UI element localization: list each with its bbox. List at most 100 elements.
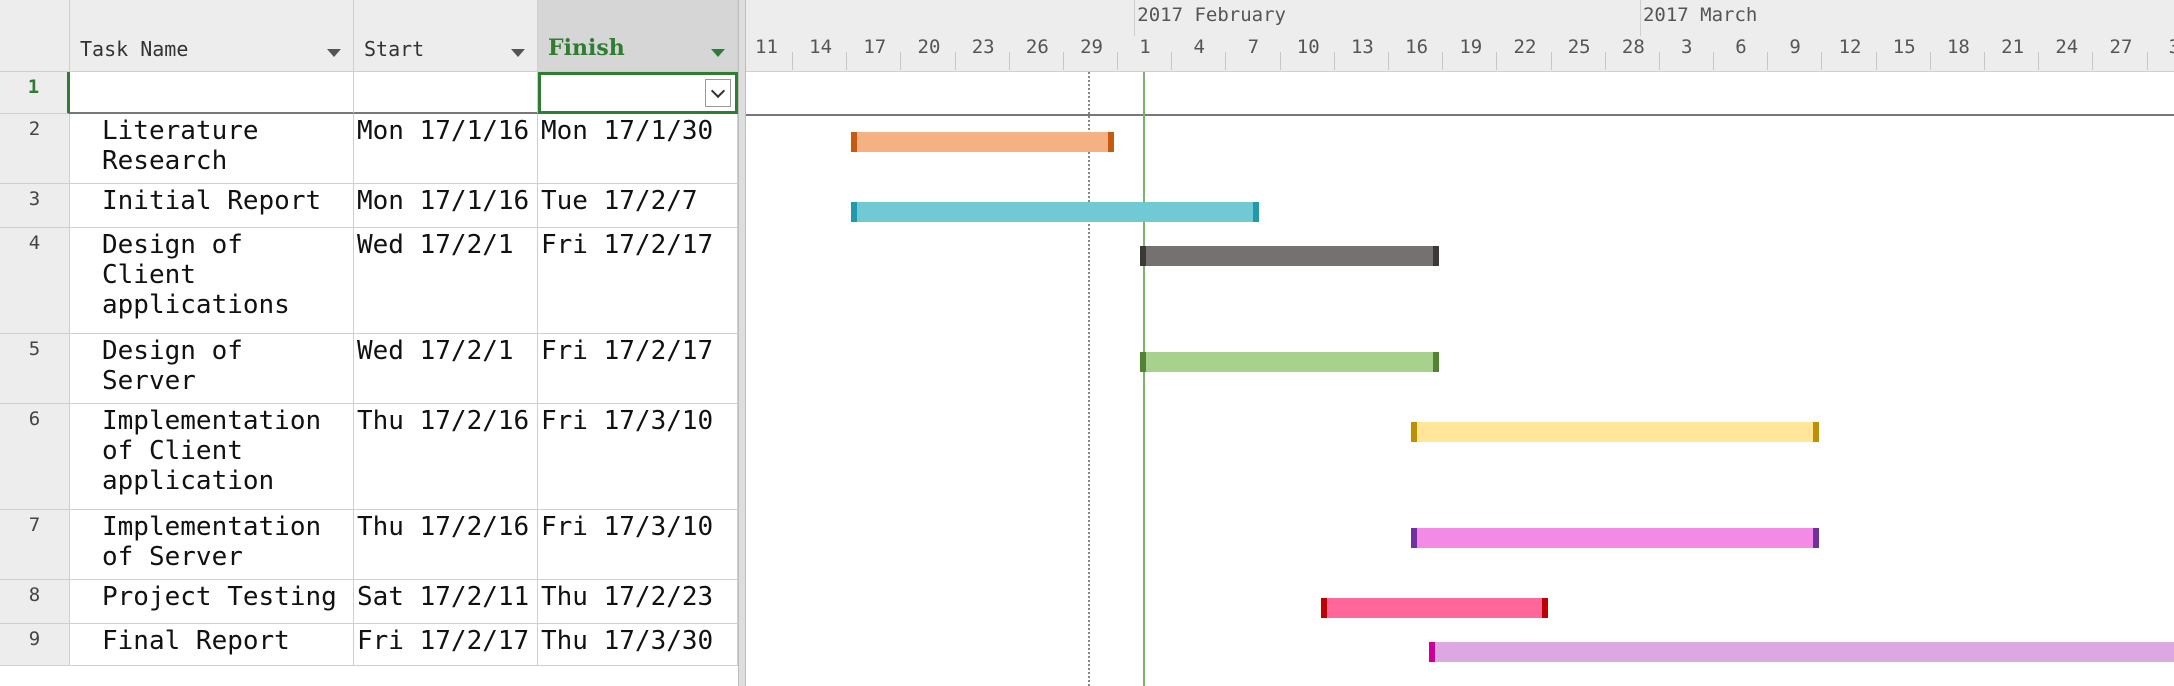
finish-date-cell[interactable]: Fri 17/2/17 <box>538 334 738 404</box>
month-separator <box>1639 0 1641 36</box>
filter-dropdown-icon[interactable] <box>711 49 725 57</box>
bar-end-marker <box>1108 132 1115 152</box>
finish-date-cell[interactable]: Fri 17/3/10 <box>538 510 738 580</box>
column-header-finish[interactable]: Finish <box>538 0 738 72</box>
month-label: 2017 February <box>1137 4 1286 26</box>
day-tick-label: 13 <box>1350 36 1374 58</box>
row-number[interactable]: 9 <box>0 624 70 666</box>
row-number[interactable]: 4 <box>0 228 70 334</box>
column-header-task-name[interactable]: Task Name <box>70 0 354 72</box>
start-date-cell[interactable]: Wed 17/2/1 <box>354 334 538 404</box>
filter-dropdown-icon[interactable] <box>327 49 341 57</box>
task-bar[interactable] <box>851 132 1115 152</box>
bar-end-marker <box>1812 528 1819 548</box>
day-tick-label: 12 <box>1838 36 1862 58</box>
start-date-cell[interactable]: Wed 17/2/1 <box>354 228 538 334</box>
day-tick-separator <box>1604 52 1606 70</box>
active-cell-finish[interactable] <box>538 72 738 114</box>
current-date-line <box>1143 72 1145 686</box>
day-tick-label: 3 <box>2169 36 2174 58</box>
bar-end-marker <box>1541 598 1548 618</box>
timescale-header: 2017 February 2017 March 11 14 17 20 23 26 29 1 4 7… <box>746 0 2174 72</box>
task-name-cell[interactable]: Initial Report <box>70 184 354 228</box>
start-date-cell[interactable]: Mon 17/1/16 <box>354 184 538 228</box>
task-bar[interactable] <box>1140 246 1440 266</box>
bar-start-marker <box>1429 642 1436 662</box>
row-number[interactable]: 8 <box>0 580 70 624</box>
bar-end-marker <box>1433 352 1440 372</box>
day-tick-label: 21 <box>2001 36 2025 58</box>
task-name-cell[interactable]: Implementation of Client application <box>70 404 354 510</box>
day-tick-separator <box>1279 52 1281 70</box>
start-date-cell[interactable]: Mon 17/1/16 <box>354 114 538 184</box>
gridline-dotted <box>1088 72 1090 686</box>
day-tick-label: 14 <box>809 36 833 58</box>
day-tick-label: 1 <box>1139 36 1151 58</box>
day-tick-label: 10 <box>1296 36 1320 58</box>
row-number[interactable]: 5 <box>0 334 70 404</box>
day-tick-label: 20 <box>917 36 941 58</box>
day-tick-separator <box>2038 52 2040 70</box>
day-tick-label: 29 <box>1080 36 1103 58</box>
day-tick-label: 15 <box>1892 36 1916 58</box>
day-tick-separator <box>1117 52 1119 70</box>
day-tick-separator <box>954 52 956 70</box>
start-date-cell[interactable]: Thu 17/2/16 <box>354 510 538 580</box>
cell-dropdown-button[interactable] <box>705 79 731 107</box>
pane-splitter[interactable] <box>738 0 746 686</box>
day-tick-label: 28 <box>1621 36 1645 58</box>
task-bar[interactable] <box>1320 598 1548 618</box>
finish-date-cell[interactable]: Fri 17/2/17 <box>538 228 738 334</box>
column-header-label: Start <box>364 37 425 61</box>
bar-start-marker <box>1411 528 1418 548</box>
task-name-cell[interactable] <box>70 72 354 114</box>
task-name-cell[interactable]: Design of Server <box>70 334 354 404</box>
task-name-cell[interactable]: Implementation of Server <box>70 510 354 580</box>
day-tick-label: 11 <box>755 36 778 58</box>
row-separator-line <box>746 114 2174 116</box>
filter-dropdown-icon[interactable] <box>511 49 525 57</box>
finish-date-cell[interactable]: Thu 17/2/23 <box>538 580 738 624</box>
day-tick-separator <box>1333 52 1335 70</box>
day-tick-label: 17 <box>863 36 887 58</box>
day-tick-separator <box>1387 52 1389 70</box>
row-number[interactable]: 2 <box>0 114 70 184</box>
day-tick-label: 7 <box>1247 36 1260 58</box>
task-bar[interactable] <box>851 202 1259 222</box>
task-name-cell[interactable]: Design of Client applications <box>70 228 354 334</box>
finish-date-cell[interactable]: Mon 17/1/30 <box>538 114 738 184</box>
day-tick-label: 9 <box>1789 36 1801 58</box>
task-bar[interactable] <box>1429 642 2174 662</box>
row-number[interactable]: 1 <box>0 72 70 114</box>
day-tick-separator <box>1767 52 1769 70</box>
bar-start-marker <box>851 132 858 152</box>
day-tick-separator <box>2092 52 2094 70</box>
row-number[interactable]: 6 <box>0 404 70 510</box>
bar-end-marker <box>1812 422 1819 442</box>
start-date-cell[interactable]: Thu 17/2/16 <box>354 404 538 510</box>
finish-date-cell[interactable]: Fri 17/3/10 <box>538 404 738 510</box>
day-tick-separator <box>1658 52 1660 70</box>
task-name-cell[interactable]: Final Report <box>70 624 354 666</box>
day-tick-separator <box>846 52 848 70</box>
task-bar[interactable] <box>1411 528 1819 548</box>
task-bar[interactable] <box>1411 422 1819 442</box>
bar-start-marker <box>1140 352 1147 372</box>
day-tick-label: 6 <box>1735 36 1747 58</box>
day-tick-label: 4 <box>1193 36 1205 58</box>
start-date-cell[interactable]: Fri 17/2/17 <box>354 624 538 666</box>
row-number[interactable]: 3 <box>0 184 70 228</box>
task-name-cell[interactable]: Project Testing <box>70 580 354 624</box>
day-tick-separator <box>1496 52 1498 70</box>
task-bar[interactable] <box>1140 352 1440 372</box>
column-header-start[interactable]: Start <box>354 0 538 72</box>
finish-date-cell[interactable]: Thu 17/3/30 <box>538 624 738 666</box>
start-date-cell[interactable] <box>354 72 538 114</box>
start-date-cell[interactable]: Sat 17/2/11 <box>354 580 538 624</box>
select-all-corner[interactable] <box>0 0 70 72</box>
day-tick-label: 18 <box>1946 36 1970 58</box>
task-name-cell[interactable]: Literature Research <box>70 114 354 184</box>
finish-date-cell[interactable]: Tue 17/2/7 <box>538 184 738 228</box>
month-label: 2017 March <box>1642 4 1758 26</box>
row-number[interactable]: 7 <box>0 510 70 580</box>
